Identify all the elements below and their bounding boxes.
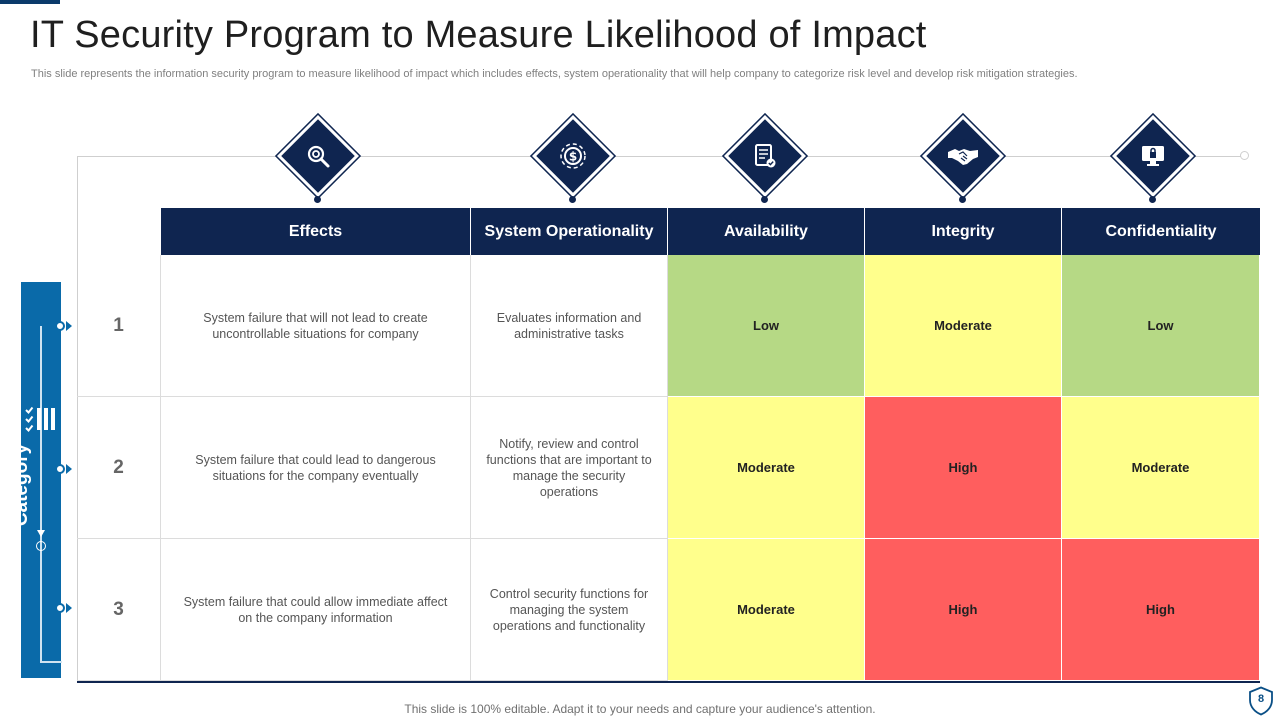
magnifier-gear-icon <box>282 120 354 192</box>
operationality-cell: Control security functions for managing … <box>471 539 668 681</box>
top-accent-bar <box>0 0 60 4</box>
integrity-rating: High <box>865 539 1062 681</box>
effect-cell: System failure that will not lead to cre… <box>161 255 471 397</box>
effect-cell: System failure that could lead to danger… <box>161 397 471 539</box>
row-number: 1 <box>77 255 161 397</box>
footer-note: This slide is 100% editable. Adapt it to… <box>404 702 876 716</box>
integrity-rating: High <box>865 397 1062 539</box>
category-label: Category <box>11 443 32 527</box>
stem-dot <box>959 196 966 203</box>
integrity-rating: Moderate <box>865 255 1062 397</box>
effect-cell: System failure that could allow immediat… <box>161 539 471 681</box>
availability-rating: Moderate <box>668 397 865 539</box>
category-timeline <box>40 326 42 662</box>
row-marker <box>55 321 65 331</box>
connector-end-dot <box>1240 151 1249 160</box>
availability-rating: Low <box>668 255 865 397</box>
confidentiality-rating: Moderate <box>1062 397 1260 539</box>
document-check-icon <box>729 120 801 192</box>
down-triangle-icon <box>37 530 45 537</box>
integrity-diamond <box>926 119 1000 193</box>
page-subtitle: This slide represents the information se… <box>31 68 1078 80</box>
column-header-operationality: System Operationality <box>471 208 668 255</box>
operationality-diamond: $ <box>536 119 610 193</box>
shield-icon <box>1248 686 1274 716</box>
row-marker <box>55 603 65 613</box>
row-marker <box>55 464 65 474</box>
row-arrow-icon <box>66 464 72 474</box>
effects-diamond <box>281 119 355 193</box>
operationality-cell: Evaluates information and administrative… <box>471 255 668 397</box>
availability-rating: Moderate <box>668 539 865 681</box>
row-arrow-icon <box>66 321 72 331</box>
stem-dot <box>569 196 576 203</box>
row-number: 3 <box>77 539 161 681</box>
page-title: IT Security Program to Measure Likelihoo… <box>30 14 927 56</box>
category-timeline-end <box>40 661 62 663</box>
connector-line-left <box>77 156 78 681</box>
confidentiality-diamond <box>1116 119 1190 193</box>
lock-monitor-icon <box>1117 120 1189 192</box>
row-number: 2 <box>77 397 161 539</box>
stem-dot <box>761 196 768 203</box>
handshake-icon <box>927 120 999 192</box>
column-header-integrity: Integrity <box>865 208 1062 255</box>
timeline-node-icon <box>36 541 46 551</box>
table-bottom-rule <box>77 681 1260 683</box>
operationality-cell: Notify, review and control functions tha… <box>471 397 668 539</box>
checklist-icon <box>24 406 58 432</box>
column-header-availability: Availability <box>668 208 865 255</box>
page-number: 8 <box>1257 693 1265 705</box>
dollar-gear-icon: $ <box>537 120 609 192</box>
column-header-effects: Effects <box>161 208 471 255</box>
stem-dot <box>1149 196 1156 203</box>
svg-text:$: $ <box>569 150 577 164</box>
confidentiality-rating: Low <box>1062 255 1260 397</box>
row-arrow-icon <box>66 603 72 613</box>
connector-line <box>77 156 1243 157</box>
column-header-confidentiality: Confidentiality <box>1062 208 1260 255</box>
stem-dot <box>314 196 321 203</box>
availability-diamond <box>728 119 802 193</box>
confidentiality-rating: High <box>1062 539 1260 681</box>
